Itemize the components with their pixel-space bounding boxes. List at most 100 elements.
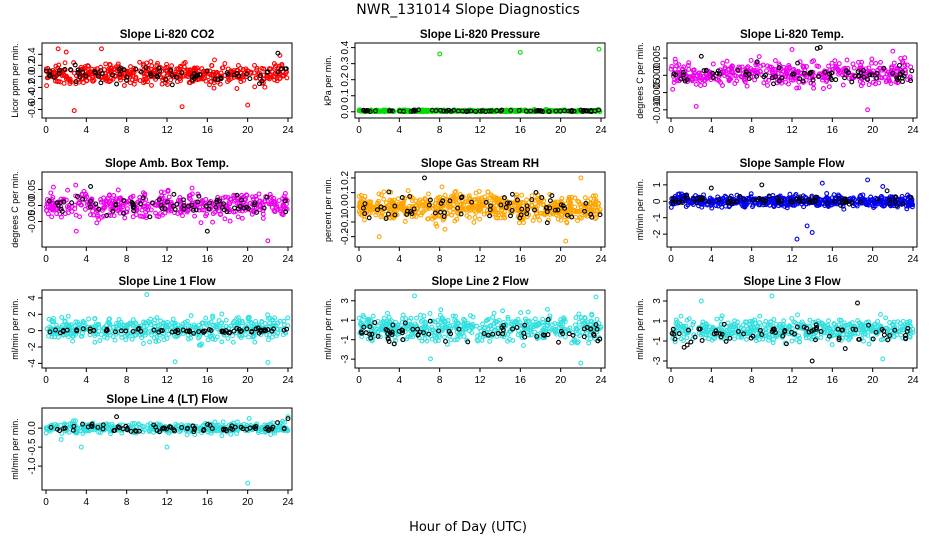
x-tick-label: 20 xyxy=(242,125,254,136)
data-point xyxy=(529,202,535,208)
data-point xyxy=(199,341,205,347)
data-point xyxy=(680,67,686,72)
data-point xyxy=(870,197,875,203)
data-point xyxy=(594,316,600,322)
data-point xyxy=(794,85,800,91)
data-point xyxy=(501,214,507,220)
y-tick-label: -0.2 xyxy=(27,78,38,96)
data-point xyxy=(360,107,366,113)
data-point xyxy=(809,59,815,65)
series-1 xyxy=(43,182,290,244)
data-point xyxy=(405,188,411,194)
series-1 xyxy=(668,177,916,242)
data-point xyxy=(468,108,474,114)
data-point xyxy=(71,330,76,336)
data-point xyxy=(188,323,194,329)
data-point xyxy=(429,107,435,113)
data-point xyxy=(249,328,255,334)
data-point xyxy=(454,216,460,222)
data-point xyxy=(589,312,595,318)
data-point xyxy=(590,193,596,199)
data-point xyxy=(582,315,588,321)
data-point xyxy=(874,196,880,202)
data-point xyxy=(284,75,290,81)
data-point xyxy=(108,65,114,71)
data-point xyxy=(513,194,519,200)
data-point xyxy=(420,109,426,114)
x-tick-label: 4 xyxy=(709,125,715,136)
data-point xyxy=(534,213,540,219)
data-point xyxy=(256,191,262,197)
data-point xyxy=(130,317,136,323)
data-point xyxy=(488,108,494,114)
data-point xyxy=(163,76,169,82)
data-point xyxy=(797,194,803,200)
data-point xyxy=(156,332,162,338)
data-point xyxy=(887,197,893,203)
data-point xyxy=(680,69,686,75)
data-point xyxy=(174,201,180,207)
data-point xyxy=(281,327,287,333)
data-point xyxy=(141,341,146,346)
data-point xyxy=(141,80,146,86)
data-point xyxy=(456,326,462,332)
data-point xyxy=(55,199,61,205)
data-point xyxy=(103,61,109,67)
data-point xyxy=(436,328,442,334)
data-point xyxy=(483,199,489,205)
data-point xyxy=(376,198,381,204)
data-point xyxy=(407,333,413,339)
data-point xyxy=(849,200,855,206)
y-tick-label: -0.2 xyxy=(340,228,351,246)
data-point xyxy=(748,66,754,72)
data-point xyxy=(547,198,553,204)
data-point xyxy=(685,202,691,208)
data-point xyxy=(553,108,559,114)
data-point xyxy=(668,66,674,72)
x-tick-label: 16 xyxy=(202,125,214,136)
data-point xyxy=(266,201,272,207)
data-point xyxy=(142,332,148,338)
data-point xyxy=(544,322,550,328)
data-point xyxy=(545,306,550,312)
data-point xyxy=(199,207,205,213)
x-tick-label: 24 xyxy=(282,254,294,265)
data-point xyxy=(186,329,192,335)
plot-frame xyxy=(666,42,918,119)
data-point xyxy=(129,199,135,205)
data-point xyxy=(551,326,557,332)
data-point xyxy=(477,199,483,205)
data-point xyxy=(62,66,68,72)
data-point xyxy=(44,83,50,89)
data-point xyxy=(195,72,201,78)
outlier-point xyxy=(809,230,815,235)
data-point xyxy=(386,189,392,195)
y-axis-label: Licor ppm per min. xyxy=(10,43,20,118)
data-point xyxy=(270,317,276,323)
data-point xyxy=(448,108,454,114)
y-axis-label: degrees C per min. xyxy=(10,171,20,248)
data-point xyxy=(400,312,406,318)
data-point xyxy=(218,75,224,81)
data-point xyxy=(161,320,167,326)
data-point xyxy=(239,333,245,339)
data-point xyxy=(555,207,561,213)
data-point xyxy=(691,70,697,76)
x-tick-label: 0 xyxy=(668,254,674,265)
data-point xyxy=(265,75,271,81)
data-point xyxy=(761,200,767,206)
data-point xyxy=(407,318,412,324)
panel-title: Slope Amb. Box Temp. xyxy=(105,158,229,170)
data-point xyxy=(507,200,513,206)
data-point xyxy=(230,333,235,339)
data-point xyxy=(697,78,703,84)
outlier-point xyxy=(759,182,765,188)
data-point xyxy=(558,217,564,223)
x-tick-label: 8 xyxy=(749,254,755,265)
data-point xyxy=(234,70,240,76)
data-point xyxy=(435,338,441,344)
data-point xyxy=(231,322,237,328)
x-tick-label: 20 xyxy=(242,254,254,265)
data-point xyxy=(782,196,788,202)
data-point xyxy=(710,61,716,67)
